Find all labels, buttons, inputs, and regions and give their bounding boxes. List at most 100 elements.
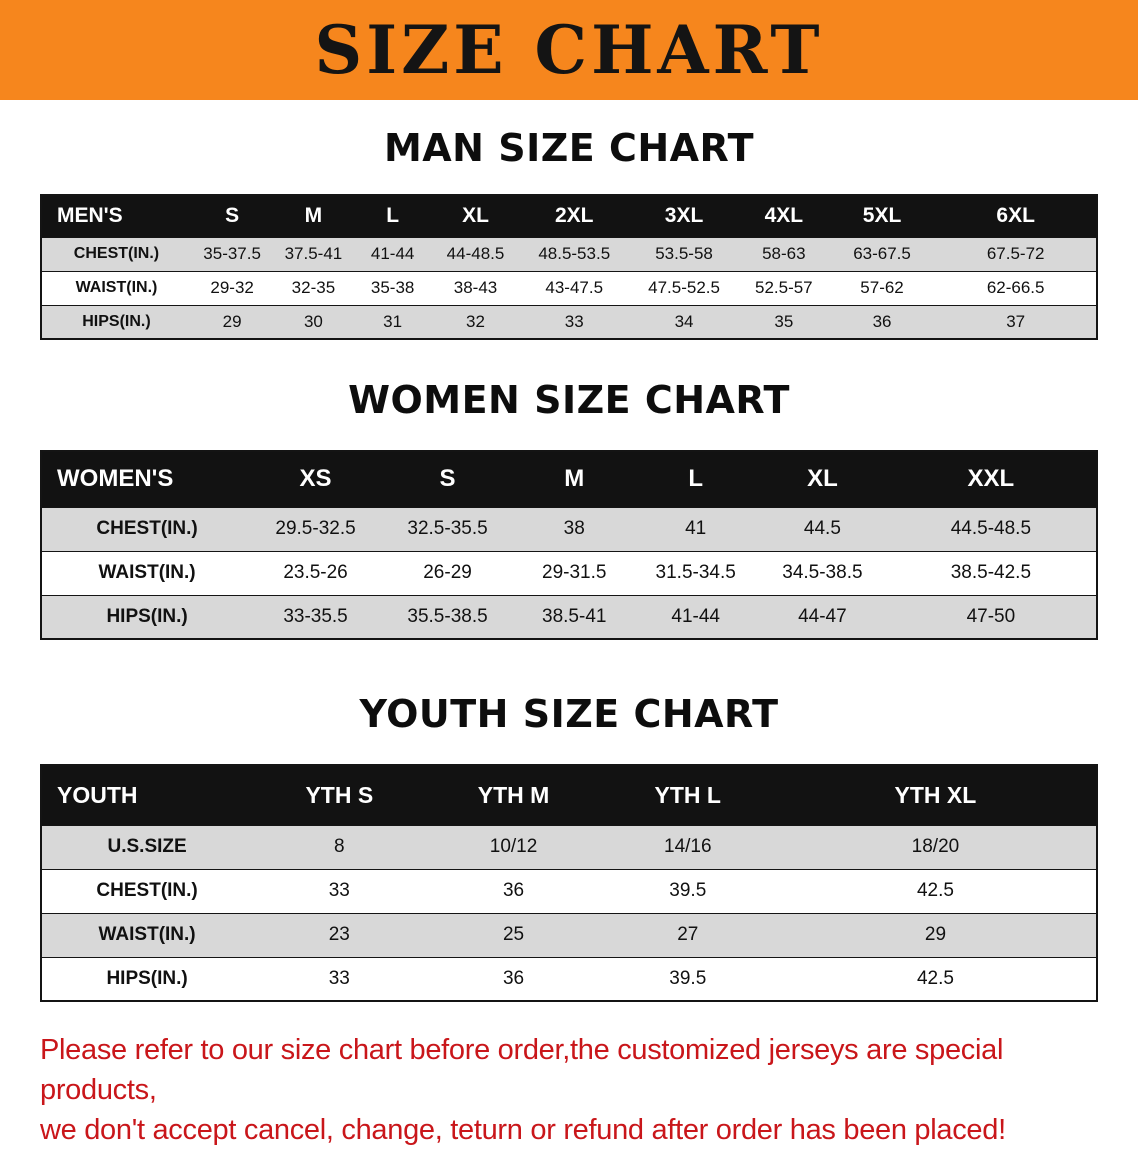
size-value-cell: 29 bbox=[190, 304, 274, 340]
measurement-row: WAIST(IN.) 23 25 27 29 bbox=[41, 912, 1097, 958]
size-value-cell: 38 bbox=[516, 506, 633, 552]
size-value-cell: 33 bbox=[519, 304, 630, 340]
size-value-cell: 53.5-58 bbox=[629, 236, 739, 272]
women-section-heading: WOMEN SIZE CHART bbox=[348, 378, 790, 422]
size-value-cell: 44-47 bbox=[759, 594, 886, 640]
size-value-cell: 8 bbox=[252, 824, 427, 870]
size-value-cell: 37 bbox=[935, 304, 1097, 340]
size-value-cell: 63-67.5 bbox=[828, 236, 936, 272]
size-value-cell: 29-32 bbox=[190, 270, 274, 306]
size-column-header: 2XL bbox=[519, 194, 630, 238]
men-section-heading: MAN SIZE CHART bbox=[383, 126, 755, 170]
size-value-cell: 44.5-48.5 bbox=[885, 506, 1097, 552]
measurement-row: CHEST(IN.) 35-37.5 37.5-41 41-44 44-48.5 48.5… bbox=[41, 236, 1097, 272]
table-header-row: WOMEN'S XS S M L XL XXL bbox=[41, 450, 1097, 508]
size-value-cell: 43-47.5 bbox=[519, 270, 630, 306]
size-value-cell: 18/20 bbox=[774, 824, 1097, 870]
size-value-cell: 38.5-42.5 bbox=[885, 550, 1097, 596]
size-column-header: YTH XL bbox=[774, 764, 1097, 826]
size-column-header: XS bbox=[252, 450, 379, 508]
banner: SIZE CHART bbox=[0, 0, 1138, 100]
size-column-header: L bbox=[353, 194, 432, 238]
size-value-cell: 23.5-26 bbox=[252, 550, 379, 596]
women-section: WOMEN SIZE CHART WOMEN'S XS S M L XL XXL CHEST(… bbox=[0, 378, 1138, 640]
row-label-cell: HIPS(IN.) bbox=[41, 594, 253, 640]
page-title: SIZE CHART bbox=[314, 11, 824, 89]
size-value-cell: 37.5-41 bbox=[273, 236, 354, 272]
table-header-row: MEN'S S M L XL 2XL 3XL 4XL 5XL 6XL bbox=[41, 194, 1097, 238]
size-value-cell: 41-44 bbox=[632, 594, 760, 640]
size-value-cell: 41-44 bbox=[353, 236, 432, 272]
size-value-cell: 39.5 bbox=[600, 956, 775, 1002]
size-column-header: 3XL bbox=[629, 194, 739, 238]
row-label-cell: U.S.SIZE bbox=[41, 824, 253, 870]
table-title-cell: YOUTH bbox=[41, 764, 253, 826]
size-value-cell: 62-66.5 bbox=[935, 270, 1097, 306]
women-size-table: WOMEN'S XS S M L XL XXL CHEST(IN.) 29.5-32.5 32.5… bbox=[40, 450, 1098, 640]
size-value-cell: 33 bbox=[252, 868, 427, 914]
size-value-cell: 33 bbox=[252, 956, 427, 1002]
measurement-row: CHEST(IN.) 33 36 39.5 42.5 bbox=[41, 868, 1097, 914]
measurement-row: HIPS(IN.) 33-35.5 35.5-38.5 38.5-41 41-44 44-… bbox=[41, 594, 1097, 640]
size-value-cell: 25 bbox=[426, 912, 601, 958]
men-section: MAN SIZE CHART MEN'S S M L XL 2XL 3XL 4XL 5XL 6XL… bbox=[0, 126, 1138, 340]
size-value-cell: 36 bbox=[426, 956, 601, 1002]
size-column-header: XXL bbox=[885, 450, 1097, 508]
size-value-cell: 47-50 bbox=[885, 594, 1097, 640]
row-label-cell: HIPS(IN.) bbox=[41, 304, 191, 340]
size-value-cell: 44-48.5 bbox=[431, 236, 520, 272]
size-value-cell: 31.5-34.5 bbox=[632, 550, 760, 596]
size-value-cell: 67.5-72 bbox=[935, 236, 1097, 272]
size-column-header: 6XL bbox=[935, 194, 1097, 238]
size-value-cell: 33-35.5 bbox=[252, 594, 379, 640]
size-value-cell: 38.5-41 bbox=[516, 594, 633, 640]
size-value-cell: 10/12 bbox=[426, 824, 601, 870]
size-column-header: YTH L bbox=[600, 764, 775, 826]
youth-section-heading: YOUTH SIZE CHART bbox=[359, 692, 779, 736]
row-label-cell: CHEST(IN.) bbox=[41, 506, 253, 552]
size-value-cell: 29 bbox=[774, 912, 1097, 958]
size-value-cell: 35-37.5 bbox=[190, 236, 274, 272]
size-value-cell: 31 bbox=[353, 304, 432, 340]
size-value-cell: 48.5-53.5 bbox=[519, 236, 630, 272]
size-column-header: 4XL bbox=[738, 194, 829, 238]
size-value-cell: 14/16 bbox=[600, 824, 775, 870]
row-label-cell: WAIST(IN.) bbox=[41, 550, 253, 596]
size-value-cell: 39.5 bbox=[600, 868, 775, 914]
size-value-cell: 38-43 bbox=[431, 270, 520, 306]
size-value-cell: 29.5-32.5 bbox=[252, 506, 379, 552]
disclaimer-line-2: we don't accept cancel, change, teturn o… bbox=[40, 1114, 1006, 1146]
size-value-cell: 32.5-35.5 bbox=[378, 506, 517, 552]
size-value-cell: 23 bbox=[252, 912, 427, 958]
size-value-cell: 34 bbox=[629, 304, 739, 340]
size-value-cell: 35 bbox=[738, 304, 829, 340]
size-value-cell: 36 bbox=[426, 868, 601, 914]
size-value-cell: 30 bbox=[273, 304, 354, 340]
youth-section: YOUTH SIZE CHART YOUTH YTH S YTH M YTH L YTH… bbox=[0, 692, 1138, 1002]
measurement-row: WAIST(IN.) 29-32 32-35 35-38 38-43 43-47.5 47.… bbox=[41, 270, 1097, 306]
size-value-cell: 41 bbox=[632, 506, 760, 552]
size-value-cell: 57-62 bbox=[828, 270, 936, 306]
size-value-cell: 32 bbox=[431, 304, 520, 340]
size-column-header: YTH S bbox=[252, 764, 427, 826]
size-value-cell: 32-35 bbox=[273, 270, 354, 306]
size-value-cell: 29-31.5 bbox=[516, 550, 633, 596]
size-column-header: M bbox=[516, 450, 633, 508]
size-value-cell: 58-63 bbox=[738, 236, 829, 272]
row-label-cell: WAIST(IN.) bbox=[41, 912, 253, 958]
size-value-cell: 42.5 bbox=[774, 956, 1097, 1002]
table-title-cell: MEN'S bbox=[41, 194, 191, 238]
size-column-header: XL bbox=[759, 450, 886, 508]
table-header-row: YOUTH YTH S YTH M YTH L YTH XL bbox=[41, 764, 1097, 826]
youth-size-table: YOUTH YTH S YTH M YTH L YTH XL U.S.SIZE 8 10/12… bbox=[40, 764, 1098, 1002]
size-value-cell: 35.5-38.5 bbox=[378, 594, 517, 640]
disclaimer: Please refer to our size chart before or… bbox=[40, 1030, 1098, 1150]
size-value-cell: 34.5-38.5 bbox=[759, 550, 886, 596]
size-value-cell: 52.5-57 bbox=[738, 270, 829, 306]
row-label-cell: HIPS(IN.) bbox=[41, 956, 253, 1002]
row-label-cell: CHEST(IN.) bbox=[41, 236, 191, 272]
size-value-cell: 36 bbox=[828, 304, 936, 340]
measurement-row: HIPS(IN.) 33 36 39.5 42.5 bbox=[41, 956, 1097, 1002]
size-column-header: S bbox=[378, 450, 517, 508]
